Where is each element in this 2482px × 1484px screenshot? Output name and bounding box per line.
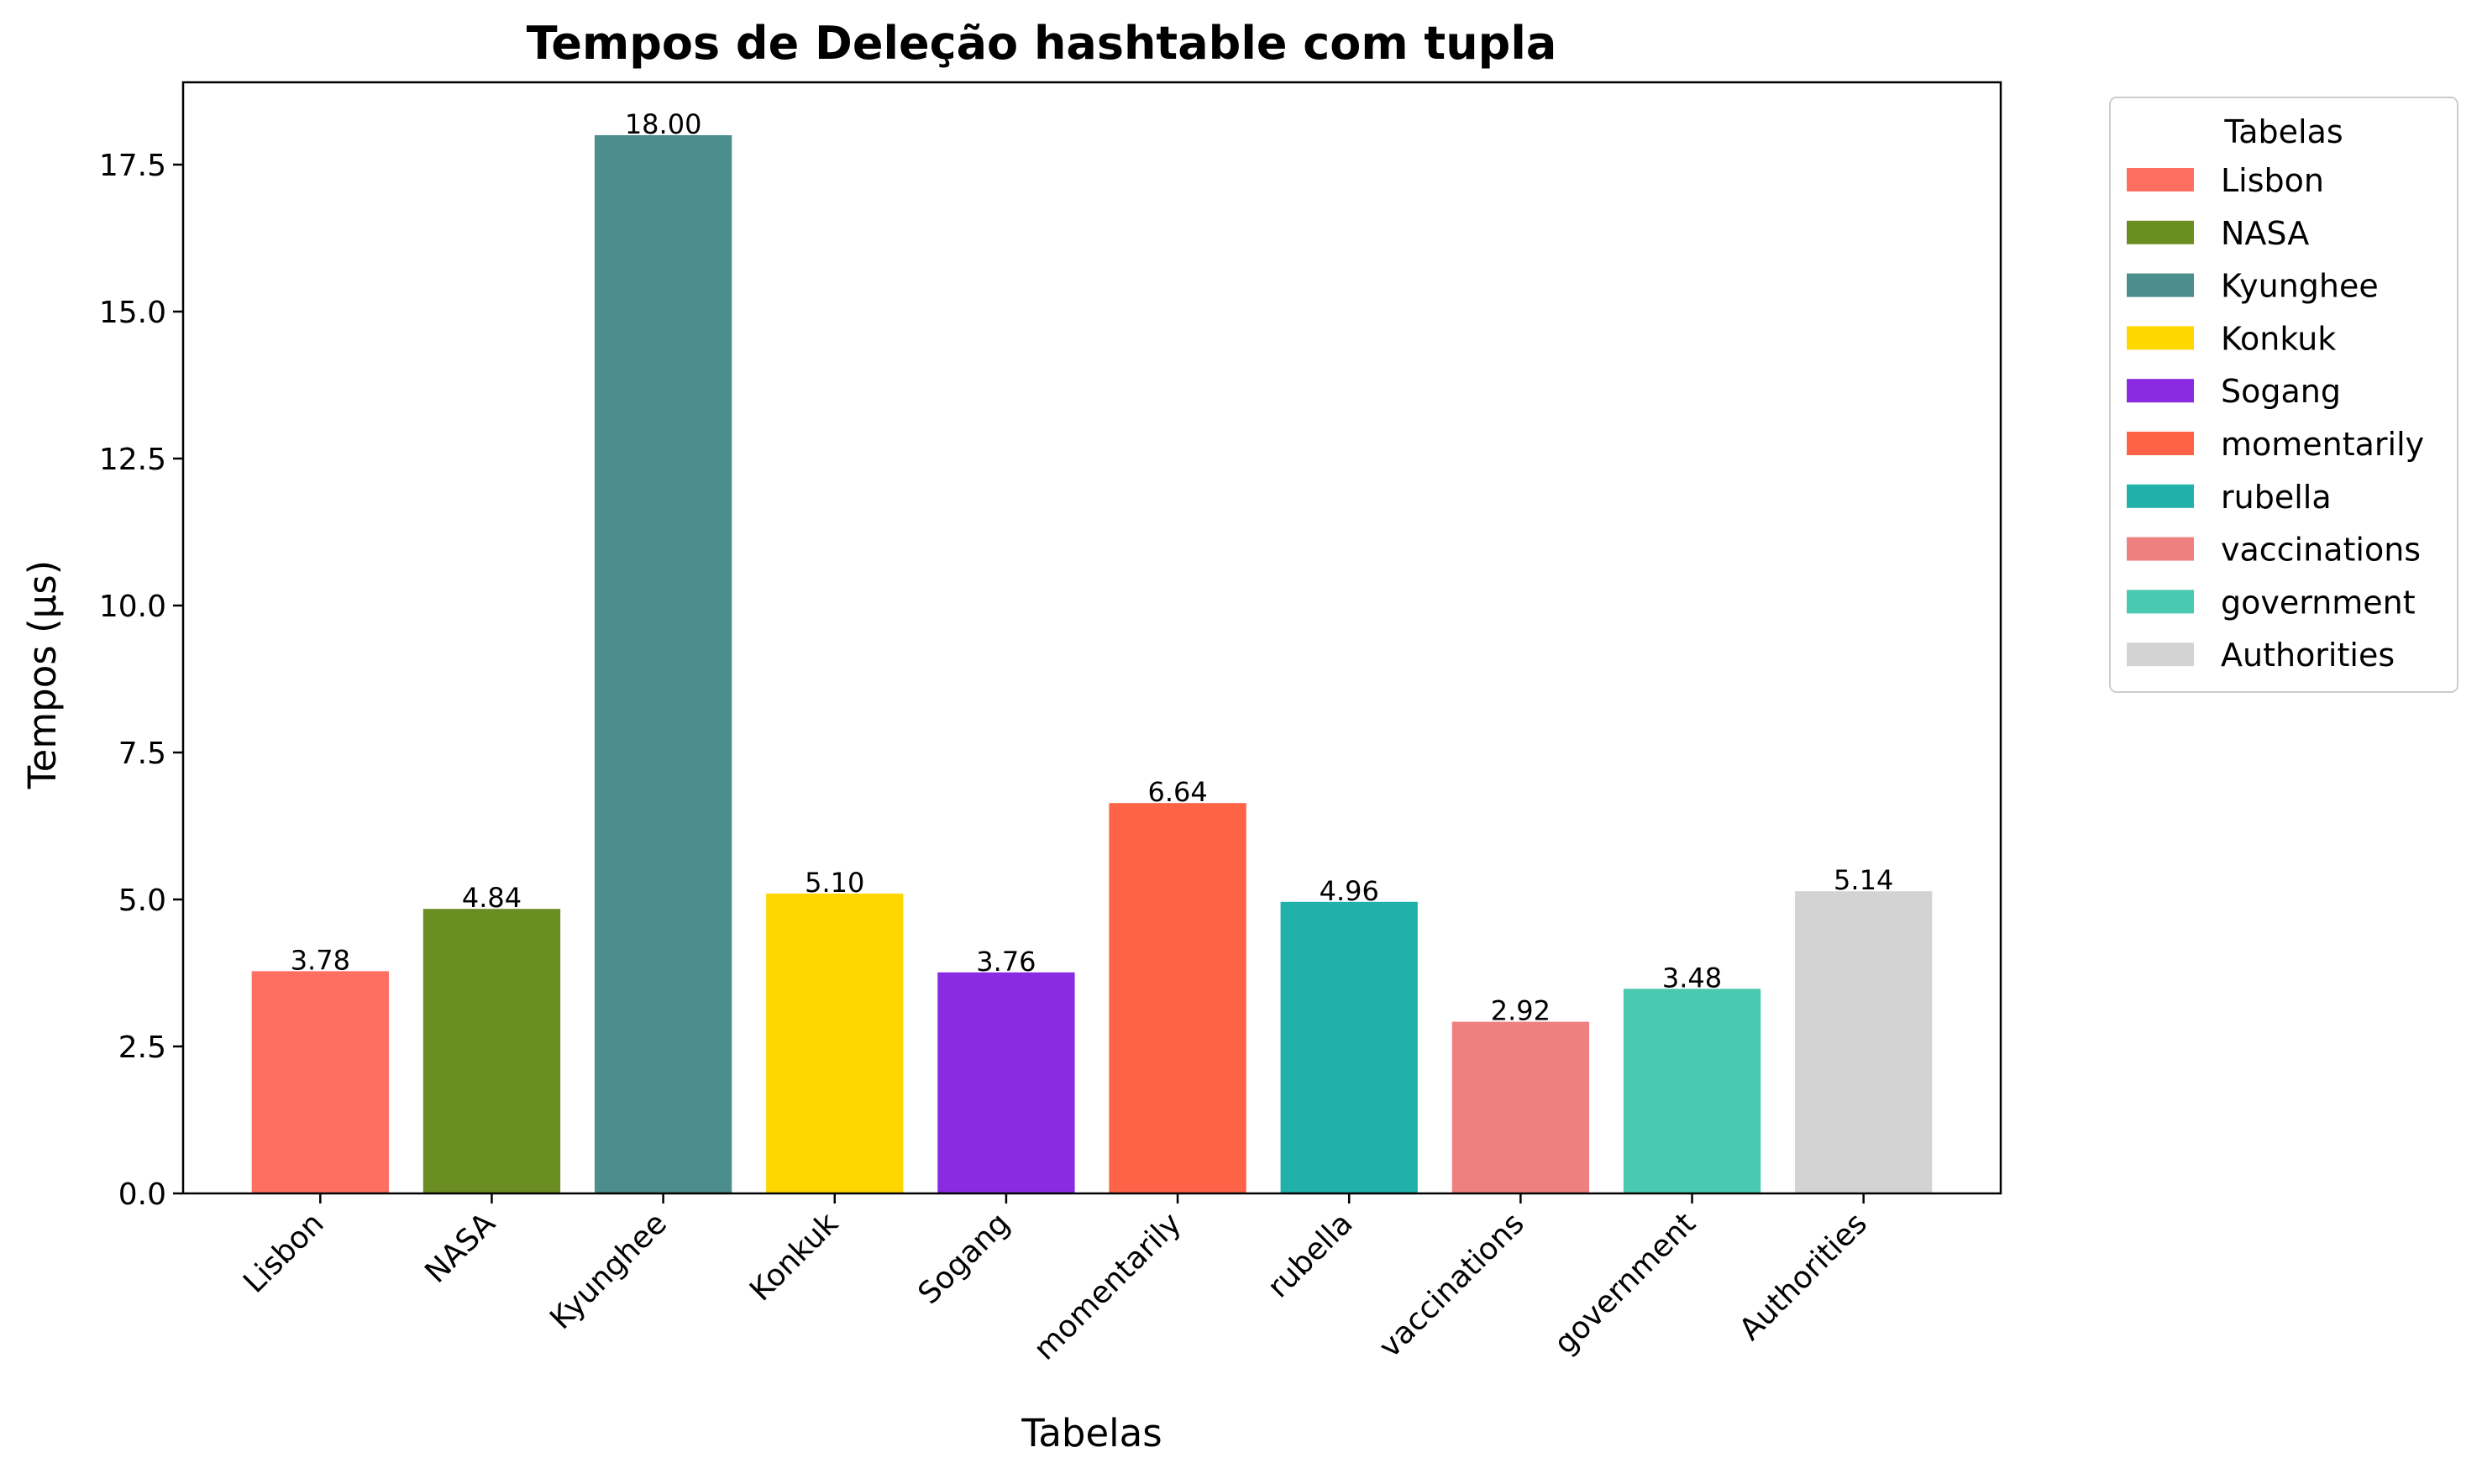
legend-swatch-Konkuk (2127, 326, 2194, 350)
x-tick-label-Sogang: Sogang (912, 1206, 1017, 1311)
legend-swatch-Lisbon (2127, 168, 2194, 191)
legend-swatch-Sogang (2127, 379, 2194, 403)
x-tick-label-Lisbon: Lisbon (237, 1206, 330, 1299)
data-label-vaccinations: 2.92 (1491, 995, 1551, 1027)
plot-area: 3.78 4.84 18.00 5.10 3.76 6.64 4.96 2.92 3.48 5.1… (99, 81, 2002, 1367)
data-label-Authorities: 5.14 (1834, 864, 1893, 896)
y-tick-label: 5.0 (118, 884, 166, 918)
plot-frame (181, 81, 2002, 1195)
legend-swatch-NASA (2127, 220, 2194, 244)
bar-Authorities (1795, 891, 1933, 1193)
y-tick-label: 2.5 (118, 1030, 166, 1065)
bar-Lisbon (251, 971, 389, 1193)
y-tick-label: 12.5 (99, 443, 166, 477)
data-label-momentarily: 6.64 (1147, 776, 1207, 808)
legend-label-Sogang: Sogang (2221, 373, 2341, 410)
bar-Konkuk (766, 894, 904, 1193)
y-axis-label: Tempos (µs) (20, 560, 65, 789)
bar-Sogang (937, 972, 1075, 1193)
x-axis-label: Tabelas (1021, 1411, 1162, 1455)
legend-frame (2109, 97, 2458, 693)
x-tick-label-Authorities: Authorities (1733, 1206, 1874, 1347)
legend-swatch-Authorities (2127, 642, 2194, 667)
legend-label-Authorities: Authorities (2221, 637, 2395, 674)
bar-momentarily (1109, 803, 1246, 1193)
y-tick-label: 0.0 (118, 1177, 166, 1212)
legend-label-Konkuk: Konkuk (2221, 320, 2336, 357)
x-tick-label-Konkuk: Konkuk (743, 1206, 845, 1308)
legend-swatch-government (2127, 590, 2194, 614)
data-label-Kyunghee: 18.00 (625, 108, 702, 140)
legend-label-momentarily: momentarily (2221, 426, 2424, 463)
x-tick-label-rubella: rubella (1261, 1206, 1359, 1304)
bar-rubella (1280, 901, 1418, 1193)
y-tick-label: 7.5 (118, 737, 166, 771)
legend-label-vaccinations: vaccinations (2221, 532, 2421, 569)
x-tick-label-momentarily: momentarily (1027, 1206, 1188, 1366)
x-tick-label-Kyunghee: Kyunghee (543, 1206, 674, 1336)
legend-label-government: government (2221, 584, 2416, 621)
y-tick-label: 10.0 (99, 590, 166, 624)
data-label-Lisbon: 3.78 (291, 944, 350, 976)
chart-title: Tempos de Deleção hashtable com tupla (527, 17, 1557, 70)
data-label-NASA: 4.84 (462, 882, 522, 914)
x-tick-label-government: government (1548, 1206, 1703, 1361)
data-label-Sogang: 3.76 (976, 946, 1036, 978)
data-label-Konkuk: 5.10 (805, 867, 864, 899)
legend-label-rubella: rubella (2221, 479, 2332, 516)
bar-NASA (422, 909, 561, 1193)
legend-swatch-Kyunghee (2127, 273, 2194, 297)
bar-vaccinations (1451, 1021, 1590, 1193)
bar-government (1623, 988, 1761, 1193)
data-label-rubella: 4.96 (1320, 875, 1379, 907)
x-tick-label-vaccinations: vaccinations (1372, 1206, 1530, 1364)
y-tick-label: 15.0 (99, 296, 166, 330)
legend-swatch-rubella (2127, 484, 2194, 508)
y-tick-label: 17.5 (99, 149, 166, 183)
legend-entries: Lisbon NASA Kyunghee Konkuk Sogang momentaril… (2127, 162, 2424, 674)
x-tick-label-NASA: NASA (418, 1206, 502, 1290)
bar-Kyunghee (594, 135, 732, 1193)
legend-label-NASA: NASA (2221, 215, 2309, 252)
data-label-government: 3.48 (1662, 962, 1722, 994)
legend-swatch-vaccinations (2127, 537, 2194, 561)
legend-label-Kyunghee: Kyunghee (2221, 268, 2379, 305)
legend-label-Lisbon: Lisbon (2221, 162, 2324, 199)
legend: Tabelas Lisbon NASA Kyunghee Konkuk Sogang mo… (2109, 97, 2458, 693)
legend-swatch-momentarily (2127, 432, 2194, 455)
legend-title: Tabelas (2223, 113, 2343, 150)
